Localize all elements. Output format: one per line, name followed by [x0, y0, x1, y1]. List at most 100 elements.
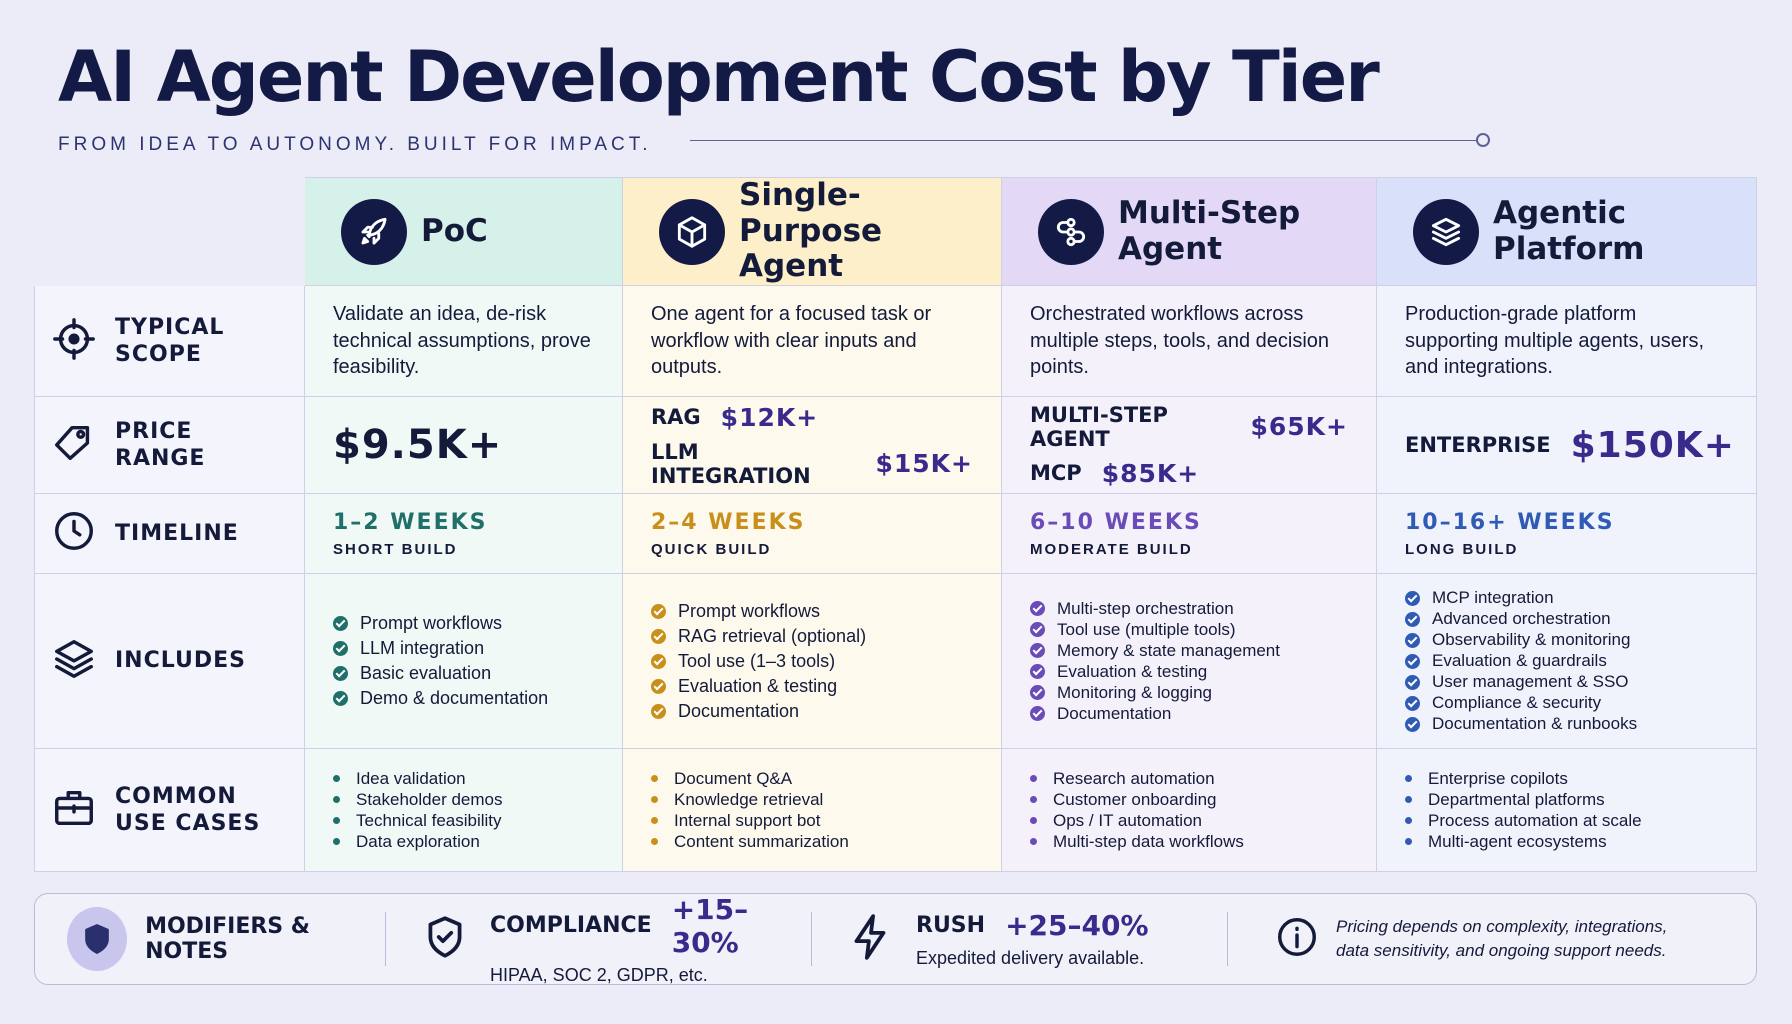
tier-cell: Enterprise copilots Departmental platform…: [1377, 749, 1757, 872]
include-item: Advanced orchestration: [1405, 609, 1728, 629]
check-icon: [1030, 601, 1045, 616]
include-item: User management & SSO: [1405, 672, 1728, 692]
tier-cell: Idea validation Stakeholder demos Technica…: [305, 749, 623, 872]
use-case-text: Process automation at scale: [1428, 810, 1642, 830]
bullet: [651, 838, 658, 845]
scope-text: Orchestrated workflows across multiple s…: [1030, 303, 1330, 379]
tier-cell: MULTI-STEP AGENT $65K+ MCP $85K+: [1002, 397, 1377, 494]
include-text: Advanced orchestration: [1432, 609, 1611, 628]
tier-cell: Research automation Customer onboarding Op…: [1002, 749, 1377, 872]
use-case-list: Enterprise copilots Departmental platform…: [1405, 768, 1728, 853]
price-row: MCP $85K+: [1030, 459, 1348, 488]
modifier-value: +25–40%: [1005, 909, 1149, 942]
bullet: [333, 796, 340, 803]
tier-cell: 6–10 WEEKS MODERATE BUILD: [1002, 494, 1377, 574]
include-item: Demo & documentation: [333, 688, 594, 709]
use-case-item: Internal support bot: [651, 811, 973, 831]
include-item: Monitoring & logging: [1030, 683, 1348, 703]
tier-header: Single-Purpose Agent: [623, 177, 1002, 286]
row-icon: [51, 420, 97, 471]
use-case-item: Stakeholder demos: [333, 790, 594, 810]
row-label: COMMON USE CASES: [34, 749, 305, 872]
price-value: $65K+: [1250, 412, 1348, 441]
check-icon: [1030, 643, 1045, 658]
info-icon: [1274, 914, 1320, 965]
include-item: Tool use (1–3 tools): [651, 651, 973, 672]
tier-cell: ENTERPRISE $150K+: [1377, 397, 1757, 494]
bullet: [1030, 796, 1037, 803]
row-label: INCLUDES: [34, 574, 305, 749]
use-case-item: Research automation: [1030, 769, 1348, 789]
modifier-text: COMPLIANCE +15–30% HIPAA, SOC 2, GDPR, etc…: [490, 893, 811, 986]
include-text: Documentation: [678, 700, 800, 721]
divider-dot: [1476, 133, 1490, 147]
include-item: RAG retrieval (optional): [651, 626, 973, 647]
include-item: Prompt workflows: [651, 601, 973, 622]
price-row: $9.5K+: [333, 422, 594, 468]
check-icon: [651, 703, 666, 719]
modifier-text: RUSH +25–40% Expedited delivery available.: [916, 909, 1149, 969]
row-icon: [51, 508, 97, 559]
modifier-note: Expedited delivery available.: [916, 948, 1145, 968]
price-row: MULTI-STEP AGENT $65K+: [1030, 403, 1348, 451]
include-text: Basic evaluation: [360, 663, 492, 683]
corner: [34, 177, 305, 286]
price-value: $9.5K+: [333, 422, 503, 468]
include-text: Prompt workflows: [360, 613, 503, 633]
include-text: RAG retrieval (optional): [678, 625, 867, 646]
bullet: [333, 817, 340, 824]
include-text: LLM integration: [360, 638, 485, 658]
bullet: [651, 775, 658, 782]
include-text: Observability & monitoring: [1432, 630, 1631, 649]
check-icon: [651, 678, 666, 694]
use-case-item: Content summarization: [651, 832, 973, 852]
modifier-label: COMPLIANCE: [490, 913, 652, 938]
bullet: [1030, 817, 1037, 824]
bullet: [651, 817, 658, 824]
price-row: LLM INTEGRATION $15K+: [651, 440, 973, 488]
include-item: Basic evaluation: [333, 663, 594, 684]
divider: [1227, 912, 1228, 966]
row-label: TIMELINE: [34, 494, 305, 574]
check-icon: [1405, 590, 1420, 606]
price-row: ENTERPRISE $150K+: [1405, 425, 1734, 466]
use-case-text: Knowledge retrieval: [674, 789, 824, 809]
use-case-text: Data exploration: [356, 831, 480, 851]
tier-cell: $9.5K+: [305, 397, 623, 494]
divider: [385, 912, 386, 966]
footer-title-section: MODIFIERS & NOTES: [35, 894, 385, 984]
use-case-text: Multi-step data workflows: [1053, 831, 1244, 851]
check-icon: [333, 616, 348, 631]
row-label: PRICE RANGE: [34, 397, 305, 494]
modifier-note: HIPAA, SOC 2, GDPR, etc.: [490, 964, 708, 985]
check-icon: [1405, 674, 1420, 690]
row-label-text: TYPICAL SCOPE: [115, 314, 225, 368]
note-section: Pricing depends on complexity, integrati…: [1228, 894, 1676, 984]
use-case-list: Idea validation Stakeholder demos Technica…: [333, 768, 594, 853]
price-label: RAG: [651, 405, 701, 429]
modifier-head: COMPLIANCE +15–30%: [490, 893, 811, 959]
check-icon: [1030, 664, 1045, 679]
tier-name: PoC: [421, 212, 488, 249]
check-icon: [1405, 632, 1420, 648]
include-text: Evaluation & guardrails: [1432, 651, 1607, 670]
tier-name: Multi-Step Agent: [1118, 194, 1301, 267]
include-text: Memory & state management: [1057, 640, 1280, 660]
tier-cell: MCP integration Advanced orchestration Obs…: [1377, 574, 1757, 749]
use-case-text: Enterprise copilots: [1428, 768, 1568, 788]
footer-title: MODIFIERS & NOTES: [145, 914, 310, 964]
use-case-text: Content summarization: [674, 831, 849, 851]
pricing-note: Pricing depends on complexity, integrati…: [1336, 917, 1668, 960]
use-case-text: Technical feasibility: [356, 810, 502, 830]
bullet: [651, 796, 658, 803]
row-icon: [51, 785, 97, 836]
tier-cell: Document Q&A Knowledge retrieval Internal …: [623, 749, 1002, 872]
bullet: [333, 838, 340, 845]
include-text: Documentation & runbooks: [1432, 714, 1638, 733]
tier-icon: [341, 198, 407, 265]
tier-icon: [1413, 198, 1479, 265]
include-item: Compliance & security: [1405, 693, 1728, 713]
include-text: Tool use (1–3 tools): [678, 650, 836, 671]
build-label: QUICK BUILD: [651, 540, 772, 558]
include-item: Multi-step orchestration: [1030, 599, 1348, 619]
